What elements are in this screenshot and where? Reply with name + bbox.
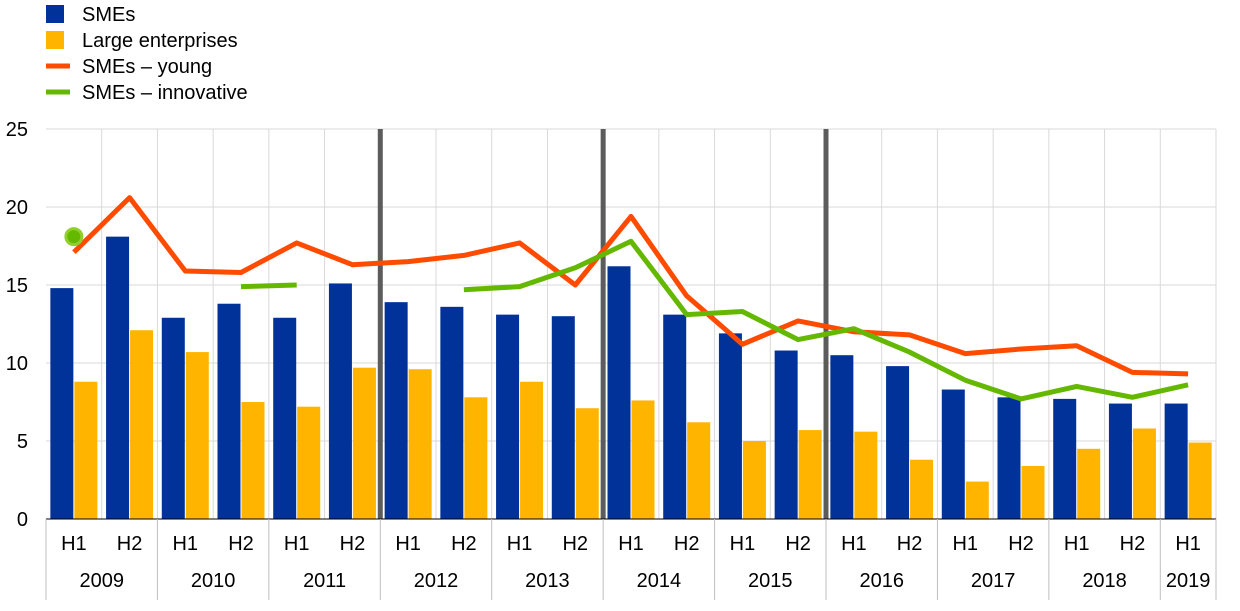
year-label: 2012 [414, 570, 459, 592]
legend-label: SMEs – innovative [82, 82, 248, 104]
bar-large-enterprises [520, 381, 544, 519]
bar-smes [1053, 398, 1077, 519]
legend: SMEs Large enterprises SMEs – young SMEs – … [46, 4, 248, 104]
bar-large-enterprises [74, 381, 98, 519]
line-smes-innovative-point [64, 227, 84, 247]
x-tick-label: H1 [841, 533, 867, 555]
year-label: 2013 [525, 570, 570, 592]
bar-large-enterprises [575, 408, 599, 519]
bar-large-enterprises [910, 459, 934, 519]
bar-smes [830, 355, 854, 519]
bar-large-enterprises [965, 481, 989, 519]
bar-large-enterprises [631, 400, 655, 519]
bar-smes [328, 283, 352, 519]
bar-large-enterprises [241, 402, 265, 519]
bar-smes [886, 366, 910, 519]
year-label: 2011 [303, 570, 346, 592]
x-tick-label: H1 [172, 533, 198, 555]
x-tick-label: H1 [1064, 533, 1090, 555]
bar-large-enterprises [1188, 442, 1212, 519]
bar-large-enterprises [1021, 465, 1045, 519]
x-tick-label: H2 [451, 533, 477, 555]
bar-smes [496, 314, 520, 519]
y-tick-label: 10 [6, 353, 28, 375]
year-label: 2016 [859, 570, 904, 592]
legend-label: SMEs [82, 4, 135, 26]
bar-smes [161, 317, 185, 519]
bar-smes [106, 236, 130, 519]
axes: 0 5 10 15 20 25 H1 H2 H1 H2 H1 H2 H1 H2 H1 H2 H1 H2 H1 H2 H1… [6, 119, 1217, 600]
x-tick-label: H1 [730, 533, 756, 555]
x-tick-label: H1 [61, 533, 87, 555]
bar-smes [50, 288, 74, 519]
x-tick-label: H1 [507, 533, 533, 555]
bar-large-enterprises [185, 352, 209, 519]
bar-smes [440, 306, 464, 519]
x-tick-label: H2 [340, 533, 366, 555]
legend-label: Large enterprises [82, 30, 238, 52]
legend-label: SMEs – young [82, 56, 212, 78]
bar-large-enterprises [297, 406, 321, 519]
bar-smes [607, 266, 631, 519]
year-label: 2010 [191, 570, 236, 592]
x-tick-label: H1 [284, 533, 310, 555]
bars [50, 236, 1212, 519]
bar-smes [663, 314, 687, 519]
x-tick-label: H1 [1175, 533, 1201, 555]
year-label: 2018 [1082, 570, 1127, 592]
y-tick-label: 15 [6, 275, 28, 297]
x-tick-label: H1 [395, 533, 421, 555]
line-smes-innovative [463, 238, 1189, 402]
x-tick-label: H1 [952, 533, 978, 555]
bar-large-enterprises [1132, 428, 1156, 519]
bar-smes [718, 333, 742, 519]
x-tick-label: H2 [228, 533, 254, 555]
bar-smes [774, 350, 798, 519]
bar-smes [1108, 403, 1132, 519]
x-tick-label: H2 [1120, 533, 1146, 555]
bar-large-enterprises [408, 369, 432, 519]
line-smes-innovative [240, 282, 297, 290]
year-label: 2015 [748, 570, 793, 592]
bar-smes [551, 316, 575, 519]
bar-smes [941, 389, 965, 519]
bar-large-enterprises [464, 397, 488, 519]
legend-swatch [46, 31, 64, 49]
bar-smes [273, 317, 297, 519]
bar-smes [217, 303, 241, 519]
bar-large-enterprises [1077, 448, 1101, 519]
bar-large-enterprises [687, 422, 711, 519]
line-smes-young [72, 195, 1189, 377]
x-tick-label: H2 [785, 533, 811, 555]
legend-swatch [46, 5, 64, 23]
y-tick-label: 20 [6, 197, 28, 219]
x-tick-label: H2 [117, 533, 143, 555]
bar-large-enterprises [798, 430, 822, 519]
year-label: 2019 [1166, 570, 1211, 592]
bar-large-enterprises [742, 441, 766, 519]
lines [64, 195, 1189, 402]
x-tick-label: H2 [897, 533, 923, 555]
year-label: 2017 [971, 570, 1016, 592]
year-label: 2014 [637, 570, 682, 592]
y-tick-label: 5 [17, 431, 28, 453]
bar-large-enterprises [352, 367, 376, 519]
y-tick-label: 25 [6, 119, 28, 141]
bar-smes [1164, 403, 1188, 519]
year-label: 2009 [79, 570, 124, 592]
bar-smes [384, 302, 408, 519]
x-tick-label: H2 [674, 533, 700, 555]
bar-large-enterprises [130, 330, 154, 519]
bar-smes [997, 397, 1021, 519]
bar-large-enterprises [854, 431, 878, 519]
x-tick-label: H2 [1008, 533, 1034, 555]
x-tick-label: H2 [562, 533, 588, 555]
y-tick-label: 0 [17, 509, 28, 531]
x-tick-label: H1 [618, 533, 644, 555]
